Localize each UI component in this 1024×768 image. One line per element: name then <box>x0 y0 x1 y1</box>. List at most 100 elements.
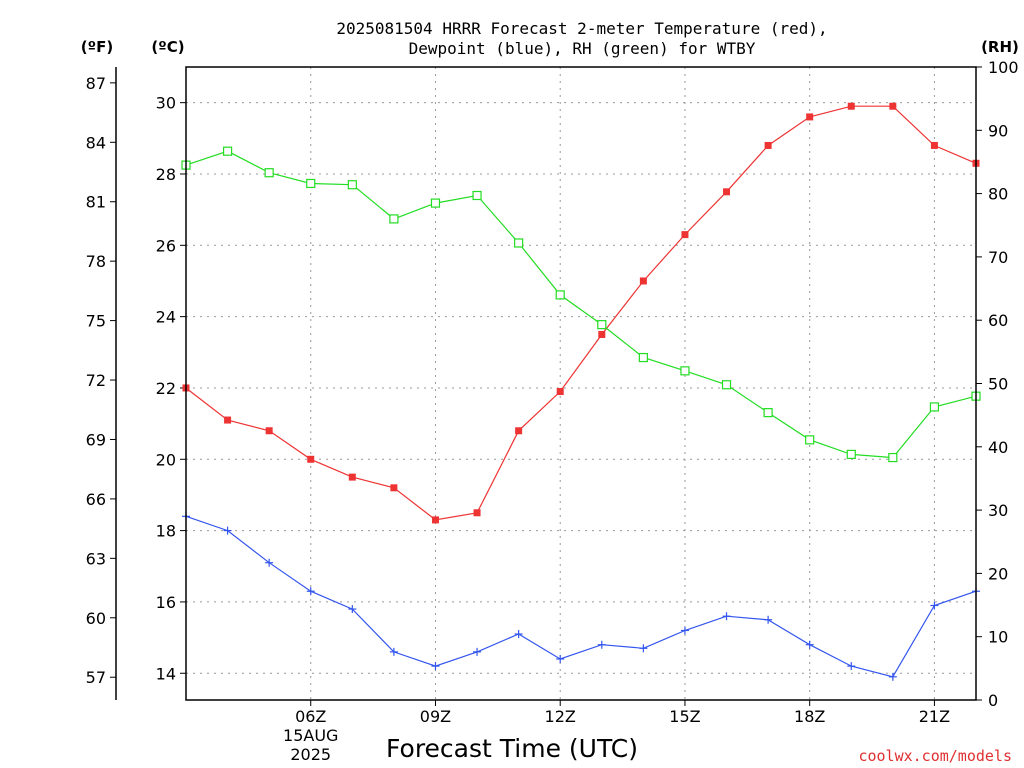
celsius-tick-label: 18 <box>156 522 176 541</box>
fahrenheit-tick-label: 87 <box>86 74 106 93</box>
rh-point <box>222 146 233 156</box>
celsius-tick-label: 28 <box>156 165 176 184</box>
temperature-point <box>348 473 356 481</box>
temperature-point <box>431 516 439 524</box>
rh-tick-label: 80 <box>988 185 1008 204</box>
rh-point <box>430 198 441 208</box>
plot-frame <box>185 66 977 701</box>
fahrenheit-tick-label: 75 <box>86 312 106 331</box>
fahrenheit-tick-label: 57 <box>86 668 106 687</box>
celsius-tick-label: 26 <box>156 236 176 255</box>
axes: 14 16 18 20 22 24 26 28 30 57 60 63 66 69 72 75 78 81 84 87… <box>86 58 1019 764</box>
rh-point <box>347 180 357 190</box>
dewpoint-point <box>556 654 565 663</box>
dewpoint-point <box>473 647 482 656</box>
temperature-point <box>806 113 814 121</box>
x-tick-label: 12Z <box>545 707 576 726</box>
temperature-point <box>723 188 731 196</box>
dewpoint-point <box>265 558 274 567</box>
rh-point <box>514 238 524 248</box>
grid <box>186 67 976 700</box>
rh-tick-label: 20 <box>988 564 1008 583</box>
rh-point <box>888 452 898 463</box>
temperature-point <box>515 427 523 435</box>
dewpoint-point <box>514 630 523 639</box>
rh-tick-label: 100 <box>988 58 1019 77</box>
dewpoint-point <box>431 662 440 671</box>
dewpoint-point <box>389 647 398 656</box>
rh-tick-label: 70 <box>988 248 1008 267</box>
dewpoint-point <box>930 601 939 610</box>
celsius-tick-label: 22 <box>156 379 176 398</box>
rh-point <box>846 449 856 459</box>
dewpoint-point <box>722 612 731 621</box>
dewpoint-point <box>764 615 773 624</box>
temperature-point <box>265 427 273 435</box>
dewpoint-point <box>348 605 357 614</box>
rh-point <box>721 380 732 390</box>
fahrenheit-tick-label: 66 <box>86 490 106 509</box>
x-tick-label: 21Z <box>919 707 950 726</box>
dewpoint-point <box>639 644 648 653</box>
temperature-series-line <box>185 105 977 521</box>
x-tick-label: 06Z <box>295 707 326 726</box>
fahrenheit-tick-label: 69 <box>86 430 106 449</box>
dewpoint-point <box>888 672 897 681</box>
fahrenheit-tick-label: 84 <box>86 133 106 152</box>
temperature-point <box>681 231 689 239</box>
fahrenheit-tick-label: 63 <box>86 549 106 568</box>
temperature-point <box>556 388 564 396</box>
fahrenheit-tick-label: 78 <box>86 252 106 271</box>
rh-point <box>805 435 815 445</box>
rh-point <box>763 408 773 418</box>
dewpoint-point <box>597 640 606 649</box>
x-tick-year: 2025 <box>290 745 331 764</box>
x-tick-label: 09Z <box>420 707 451 726</box>
temperature-point <box>598 330 606 338</box>
dewpoint-point <box>306 587 315 596</box>
x-tick-date: 15AUG <box>283 726 338 745</box>
fahrenheit-tick-label: 81 <box>86 193 106 212</box>
dewpoint-point <box>680 626 689 635</box>
temperature-point <box>224 416 232 424</box>
rh-point <box>597 320 607 330</box>
celsius-tick-label: 20 <box>156 450 176 469</box>
dewpoint-point <box>847 662 856 671</box>
dewpoint-point <box>223 526 232 535</box>
rh-point <box>638 352 648 363</box>
rh-tick-label: 50 <box>988 375 1008 394</box>
x-tick-label: 18Z <box>794 707 825 726</box>
fahrenheit-tick-label: 72 <box>86 371 106 390</box>
dewpoint-point <box>805 640 814 649</box>
rh-tick-label: 10 <box>988 628 1008 647</box>
rh-tick-label: 40 <box>988 438 1008 457</box>
temperature-point <box>473 509 481 517</box>
x-axis-title: Forecast Time (UTC) <box>386 734 638 763</box>
x-tick-label: 15Z <box>669 707 700 726</box>
dewpoint-series-line <box>185 515 977 678</box>
rh-point <box>680 366 690 376</box>
rh-point <box>555 290 565 300</box>
rh-tick-label: 30 <box>988 501 1008 520</box>
rh-series-line <box>185 150 977 459</box>
rh-point <box>929 402 940 412</box>
rh-point <box>472 190 482 201</box>
credit-text: coolwx.com/models <box>858 747 1012 765</box>
rh-tick-label: 0 <box>988 691 998 710</box>
temperature-point <box>307 455 315 463</box>
temperature-point <box>639 277 647 285</box>
temperature-point <box>390 484 398 492</box>
fahrenheit-unit-label: (ºF) <box>81 38 113 56</box>
celsius-tick-label: 24 <box>156 308 176 327</box>
temperature-point <box>847 102 855 110</box>
rh-tick-label: 60 <box>988 311 1008 330</box>
rh-tick-label: 90 <box>988 121 1008 140</box>
chart-title-line2: Dewpoint (blue), RH (green) for WTBY <box>409 39 756 58</box>
celsius-tick-label: 14 <box>156 664 176 683</box>
rh-point <box>264 168 274 178</box>
celsius-tick-label: 30 <box>156 94 176 113</box>
celsius-tick-label: 16 <box>156 593 176 612</box>
temperature-point <box>889 102 897 110</box>
